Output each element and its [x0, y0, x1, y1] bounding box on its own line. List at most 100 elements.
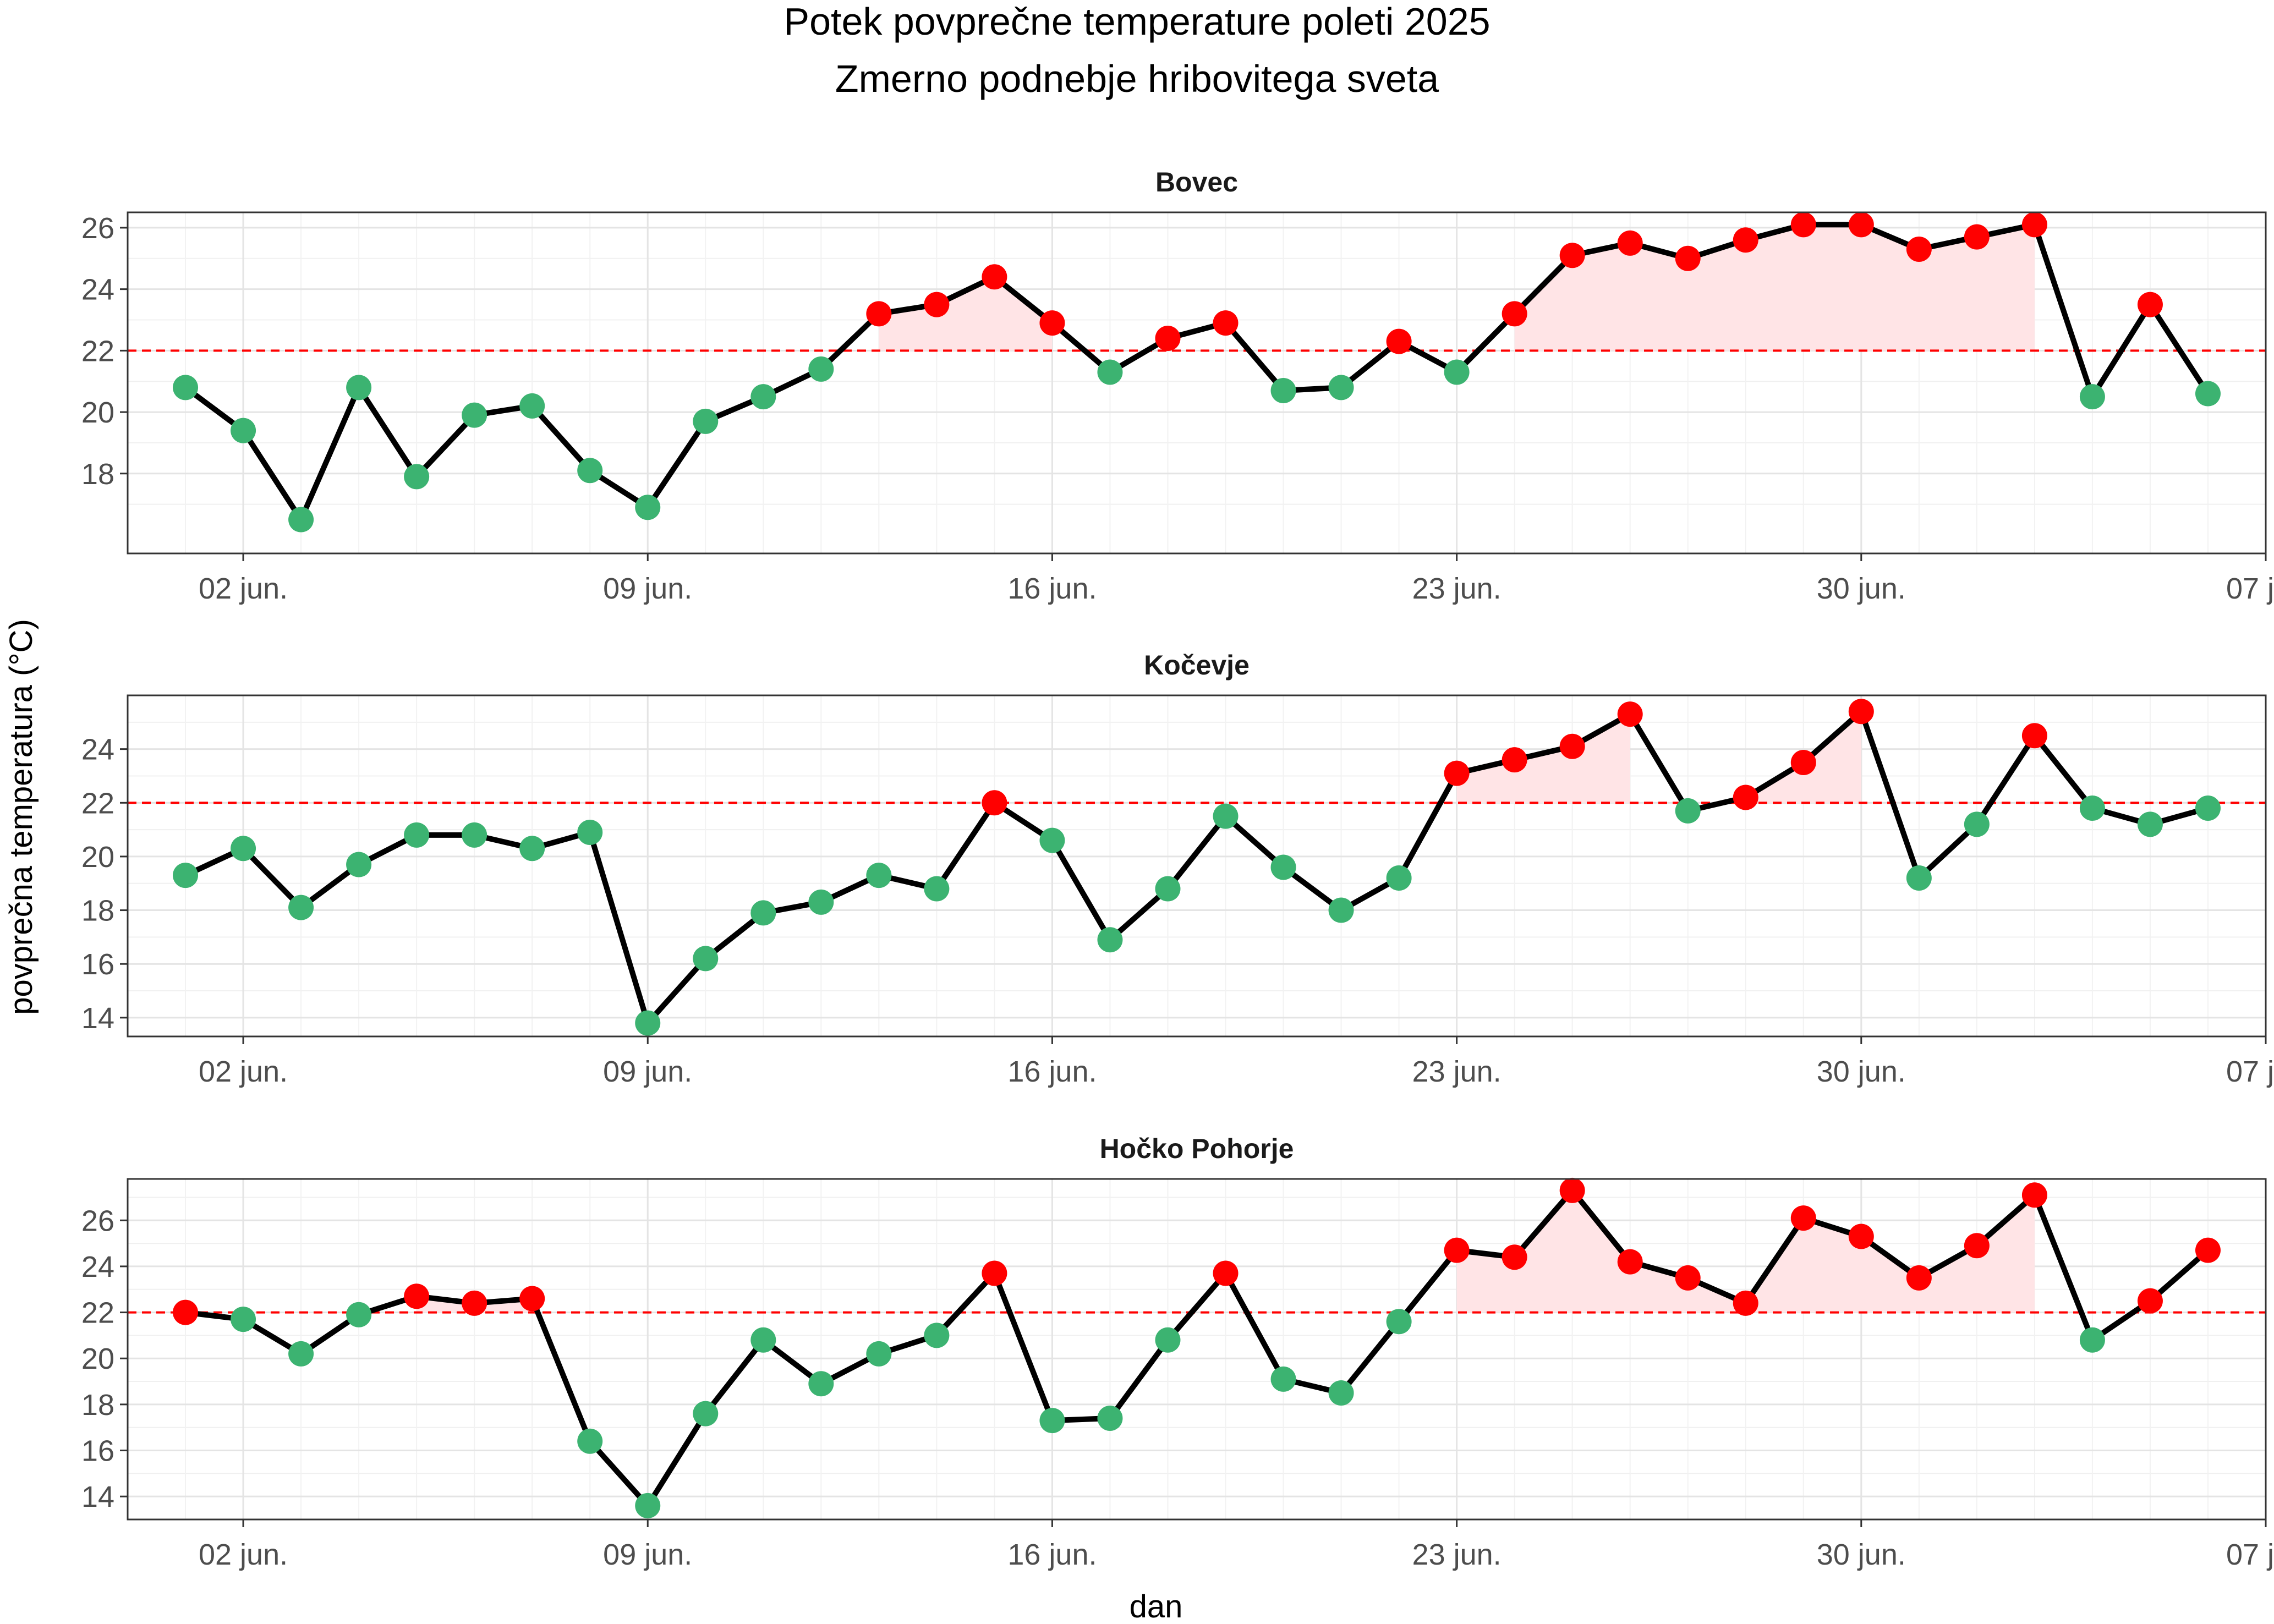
data-point: [1848, 699, 1874, 725]
data-point: [288, 1341, 314, 1367]
data-point: [2137, 1288, 2163, 1314]
data-point: [404, 464, 430, 490]
data-point: [1155, 326, 1181, 352]
data-point: [2079, 1327, 2105, 1353]
data-point: [1790, 750, 1816, 776]
data-point: [1675, 1265, 1701, 1291]
y-tick-label: 14: [81, 1002, 114, 1035]
data-point: [982, 1260, 1007, 1286]
data-point: [346, 852, 372, 877]
data-point: [1270, 1366, 1296, 1392]
x-tick-label: 07 jul.: [2226, 1055, 2274, 1088]
data-point: [1964, 811, 1990, 837]
data-point: [808, 889, 834, 915]
data-point: [808, 1371, 834, 1397]
data-point: [1906, 865, 1932, 891]
data-point: [1213, 310, 1239, 336]
data-point: [1039, 827, 1065, 853]
data-point: [1848, 212, 1874, 238]
data-point: [1964, 1233, 1990, 1259]
data-point: [1559, 1177, 1585, 1203]
panel-2: Hočko Pohorje 14 16 18 20 22 24 26 02 jun. 09 jun…: [81, 1133, 2274, 1571]
x-tick-label: 16 jun.: [1007, 1055, 1097, 1088]
data-point: [1848, 1224, 1874, 1249]
data-point: [288, 895, 314, 920]
data-point: [982, 264, 1007, 290]
y-tick-label: 16: [81, 1435, 114, 1468]
y-tick-label: 14: [81, 1480, 114, 1513]
data-point: [1328, 375, 1354, 400]
data-point: [924, 876, 950, 902]
data-point: [1097, 359, 1123, 385]
x-tick-label: 09 jun.: [603, 1055, 692, 1088]
data-point: [1386, 328, 1412, 354]
data-point: [635, 1493, 661, 1518]
data-point: [1213, 803, 1239, 829]
data-point: [924, 292, 950, 317]
panel-0: Bovec 18 20 22 24 26 02 jun. 09 jun. 16 jun. 23 j…: [81, 167, 2274, 605]
x-axis-label: dan: [1130, 1589, 1183, 1624]
data-point: [288, 507, 314, 533]
data-point: [2021, 723, 2047, 749]
y-tick-label: 26: [81, 1204, 114, 1237]
data-point: [866, 301, 892, 327]
data-point: [1733, 227, 1758, 253]
data-point: [1617, 701, 1643, 727]
data-point: [519, 393, 545, 419]
data-point: [2021, 212, 2047, 238]
data-point: [462, 402, 487, 428]
data-point: [1733, 784, 1758, 810]
data-point: [1386, 865, 1412, 891]
data-point: [1733, 1290, 1758, 1316]
y-tick-label: 24: [81, 1250, 114, 1283]
panel-border: [127, 1178, 2267, 1521]
data-point: [519, 836, 545, 862]
series-line: [183, 709, 2211, 1026]
data-point: [173, 1299, 199, 1325]
panel-border: [127, 211, 2267, 555]
y-tick-label: 20: [81, 1342, 114, 1375]
data-point: [982, 790, 1007, 816]
chart-subtitle: Zmerno podnebje hribovitega sveta: [835, 57, 1439, 100]
data-point: [1559, 243, 1585, 268]
data-point: [1790, 1205, 1816, 1231]
data-point: [231, 418, 256, 443]
x-tick-label: 02 jun.: [199, 572, 288, 605]
data-point: [1790, 212, 1816, 238]
data-point: [2079, 795, 2105, 821]
data-point: [231, 1307, 256, 1332]
x-tick-label: 09 jun.: [603, 572, 692, 605]
panel-title: Kočevje: [1144, 650, 1250, 681]
data-point: [2195, 1237, 2221, 1263]
y-tick-label: 26: [81, 212, 114, 245]
x-tick-label: 02 jun.: [199, 1055, 288, 1088]
x-tick-label: 16 jun.: [1007, 1538, 1097, 1571]
data-point: [1097, 1405, 1123, 1431]
x-tick-label: 23 jun.: [1412, 1055, 1502, 1088]
data-point: [2021, 1182, 2047, 1208]
data-point: [1039, 1408, 1065, 1434]
data-point: [346, 375, 372, 400]
heat-shaded-region: [1456, 1190, 2035, 1313]
heat-shaded-region: [879, 277, 1053, 351]
data-point: [462, 822, 487, 848]
x-tick-label: 23 jun.: [1412, 1538, 1502, 1571]
data-point: [519, 1286, 545, 1312]
data-point: [866, 1341, 892, 1367]
x-tick-label: 09 jun.: [603, 1538, 692, 1571]
x-tick-label: 02 jun.: [199, 1538, 288, 1571]
data-point: [1386, 1309, 1412, 1335]
y-tick-label: 20: [81, 396, 114, 429]
data-point: [635, 495, 661, 520]
data-point: [1617, 230, 1643, 256]
y-tick-label: 20: [81, 841, 114, 874]
data-point: [1039, 310, 1065, 336]
data-point: [2195, 381, 2221, 407]
data-point: [1444, 359, 1470, 385]
data-point: [1270, 854, 1296, 880]
data-point: [1444, 760, 1470, 786]
panel-title: Bovec: [1155, 167, 1238, 197]
data-point: [577, 1428, 603, 1454]
y-tick-label: 24: [81, 733, 114, 766]
